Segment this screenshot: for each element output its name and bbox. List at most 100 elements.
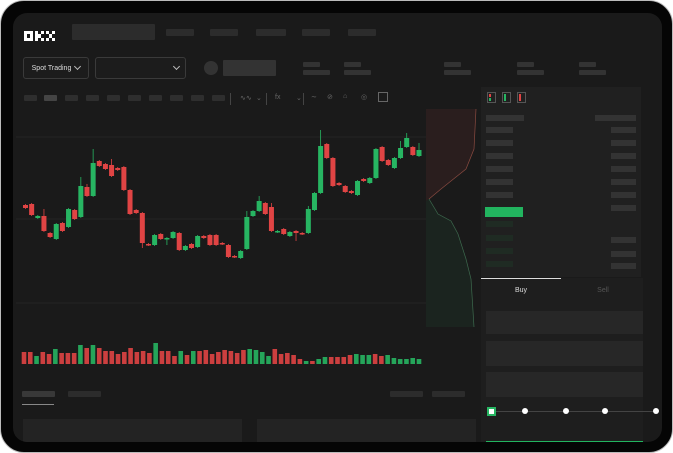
candle-body <box>275 231 281 233</box>
volume-bar <box>216 352 221 364</box>
candle-body <box>201 236 207 238</box>
volume-bar <box>140 351 146 364</box>
candle-body <box>324 144 330 158</box>
volume-bar <box>278 354 284 364</box>
tab-open-orders[interactable] <box>22 391 55 397</box>
volume-bar <box>165 351 171 364</box>
slider-handle[interactable] <box>487 407 496 416</box>
volume-bar <box>410 358 416 364</box>
timeframe-button[interactable] <box>128 95 141 101</box>
stat-value <box>579 70 606 75</box>
toolbar-divider <box>303 93 304 105</box>
settings-icon[interactable]: ◎ <box>361 94 368 101</box>
candle-body <box>256 201 262 211</box>
bid-price <box>486 248 513 254</box>
candle-body <box>398 148 404 158</box>
nav-item[interactable] <box>210 29 238 36</box>
nav-item[interactable] <box>256 29 286 36</box>
ask-amount <box>611 192 636 198</box>
ruler-icon[interactable]: ⊘ <box>327 94 333 101</box>
ask-amount <box>611 179 636 185</box>
candle-body <box>281 229 287 234</box>
timeframe-button[interactable] <box>170 95 183 101</box>
filter-button[interactable] <box>432 391 465 397</box>
active-tab-underline <box>22 404 54 405</box>
nav-item[interactable] <box>302 29 330 36</box>
tab-order-history[interactable] <box>68 391 101 397</box>
okx-logo[interactable] <box>24 28 56 46</box>
fullscreen-icon[interactable] <box>378 92 388 102</box>
formula-icon[interactable]: fx <box>275 94 281 101</box>
timeframe-button[interactable] <box>24 95 37 101</box>
stat-value <box>303 70 330 75</box>
candle-body <box>219 243 225 245</box>
spot-trading-select[interactable]: Spot Trading <box>23 57 89 79</box>
filter-button[interactable] <box>390 391 423 397</box>
buy-tab[interactable]: Buy <box>481 278 561 305</box>
nav-item[interactable] <box>166 29 194 36</box>
stat-label <box>517 62 534 67</box>
volume-bar <box>147 353 152 364</box>
volume-bar <box>27 352 33 364</box>
depth-bids-line <box>428 198 475 327</box>
candle-body <box>23 205 28 208</box>
sell-tab[interactable]: Sell <box>563 278 643 304</box>
timeframe-button[interactable] <box>107 95 120 101</box>
view-asks-icon[interactable] <box>517 92 526 103</box>
slider-stop-25[interactable] <box>522 408 528 414</box>
view-both-icon[interactable] <box>487 92 496 103</box>
slider-stop-100[interactable] <box>653 408 659 414</box>
candle-body <box>244 217 250 249</box>
stat-value <box>517 70 544 75</box>
volume-bar <box>172 356 177 364</box>
indicator-icon[interactable]: ∿∿ <box>240 95 252 102</box>
candle-body <box>361 179 367 181</box>
candle-body <box>66 209 72 227</box>
volume-bar <box>385 355 390 364</box>
candle-body <box>164 238 170 240</box>
nav-item[interactable] <box>348 29 376 36</box>
volume-bar <box>241 350 246 364</box>
volume-bar <box>266 356 271 364</box>
volume-bar <box>228 351 234 364</box>
candle-body <box>133 210 139 213</box>
chart-type-icon[interactable]: ⌄ <box>256 95 262 102</box>
amount-input[interactable] <box>486 341 643 366</box>
timeframe-button[interactable] <box>44 95 57 101</box>
search-box[interactable] <box>72 24 155 40</box>
pair-select[interactable] <box>95 57 186 79</box>
ask-price <box>486 179 513 185</box>
line-draw-icon[interactable]: ∼ <box>311 94 317 101</box>
percent-slider[interactable] <box>487 407 659 416</box>
price-input[interactable] <box>486 311 643 334</box>
candle-body <box>35 216 41 218</box>
candle-body <box>182 246 188 250</box>
timeframe-button[interactable] <box>65 95 78 101</box>
candle-body <box>29 204 35 215</box>
depth-asks-line <box>428 109 477 200</box>
dropdown-icon[interactable]: ⌄ <box>296 95 302 102</box>
volume-bar <box>65 353 71 364</box>
screenshot-icon[interactable]: ⌂ <box>343 93 348 100</box>
total-input[interactable] <box>486 372 643 397</box>
candle-body <box>189 244 195 248</box>
volume-bar <box>203 350 209 364</box>
timeframe-button[interactable] <box>86 95 99 101</box>
bid-amount <box>611 237 636 243</box>
buy-submit-button[interactable] <box>486 441 643 442</box>
timeframe-button[interactable] <box>212 95 225 101</box>
volume-bar <box>253 350 259 364</box>
volume-bar <box>209 354 215 364</box>
candle-body <box>336 183 342 185</box>
candle-body <box>53 224 59 239</box>
slider-stop-50[interactable] <box>563 408 569 414</box>
view-bids-icon[interactable] <box>502 92 511 103</box>
timeframe-button[interactable] <box>149 95 162 101</box>
candlestick-chart[interactable] <box>13 13 433 383</box>
timeframe-button[interactable] <box>191 95 204 101</box>
candle-body <box>355 181 361 195</box>
candle-body <box>72 210 78 219</box>
slider-stop-75[interactable] <box>602 408 608 414</box>
candle-body <box>416 150 422 156</box>
